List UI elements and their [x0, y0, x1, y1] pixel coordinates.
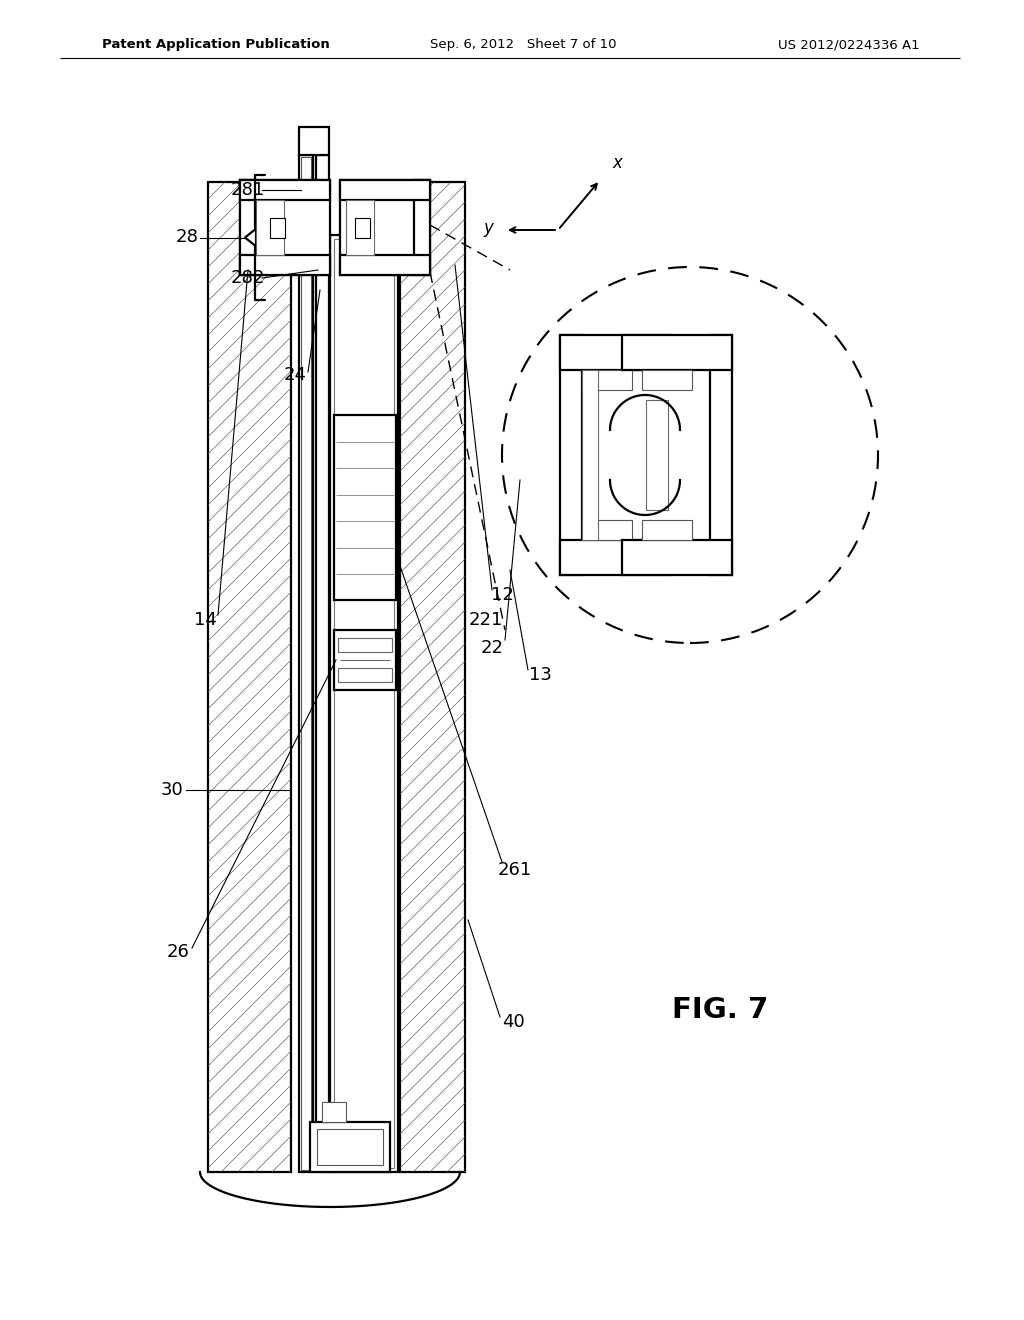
Bar — [256, 201, 284, 255]
Bar — [334, 630, 396, 690]
Bar — [338, 668, 392, 682]
Bar — [340, 180, 430, 201]
Bar — [340, 180, 430, 275]
Text: 261: 261 — [498, 861, 532, 879]
Bar — [270, 218, 285, 238]
Bar — [240, 255, 330, 275]
Bar — [710, 335, 732, 576]
Bar — [646, 400, 668, 510]
Bar — [240, 180, 256, 275]
Bar — [622, 540, 732, 576]
Text: 28: 28 — [175, 228, 199, 247]
Bar — [582, 370, 632, 389]
Bar — [334, 414, 396, 601]
Bar — [317, 1129, 383, 1166]
Text: y: y — [483, 219, 493, 238]
Bar — [338, 638, 392, 652]
Text: 13: 13 — [528, 667, 552, 684]
Bar — [560, 540, 670, 576]
Text: 221: 221 — [469, 611, 503, 630]
Bar — [240, 180, 330, 201]
Bar — [316, 154, 329, 1172]
Bar — [400, 182, 465, 1172]
Text: x: x — [612, 154, 622, 172]
Bar — [346, 201, 374, 255]
Bar — [560, 335, 582, 576]
Bar — [334, 239, 394, 1168]
Text: 24: 24 — [284, 366, 306, 384]
Bar — [299, 154, 313, 1172]
Bar — [340, 255, 430, 275]
Text: 30: 30 — [161, 781, 183, 799]
Bar — [642, 370, 692, 389]
Text: 282: 282 — [230, 269, 265, 286]
Text: Patent Application Publication: Patent Application Publication — [102, 38, 330, 51]
Text: 22: 22 — [480, 639, 504, 657]
Bar — [414, 180, 430, 275]
Bar — [299, 127, 329, 154]
Bar — [330, 235, 398, 1172]
Bar — [622, 335, 732, 370]
Text: 12: 12 — [490, 586, 513, 605]
Text: FIG. 7: FIG. 7 — [672, 997, 768, 1024]
Bar — [355, 218, 370, 238]
Text: 40: 40 — [502, 1012, 524, 1031]
Text: 14: 14 — [194, 611, 216, 630]
Bar — [310, 1122, 390, 1172]
Text: 26: 26 — [167, 942, 189, 961]
Bar — [560, 335, 670, 370]
Bar — [642, 520, 692, 540]
Bar — [301, 157, 311, 1170]
Text: 281: 281 — [230, 181, 265, 199]
Bar — [582, 520, 632, 540]
Bar — [322, 1102, 346, 1122]
Text: US 2012/0224336 A1: US 2012/0224336 A1 — [778, 38, 920, 51]
Bar — [208, 182, 291, 1172]
Bar — [240, 180, 330, 275]
Bar — [582, 370, 598, 540]
Text: Sep. 6, 2012   Sheet 7 of 10: Sep. 6, 2012 Sheet 7 of 10 — [430, 38, 616, 51]
